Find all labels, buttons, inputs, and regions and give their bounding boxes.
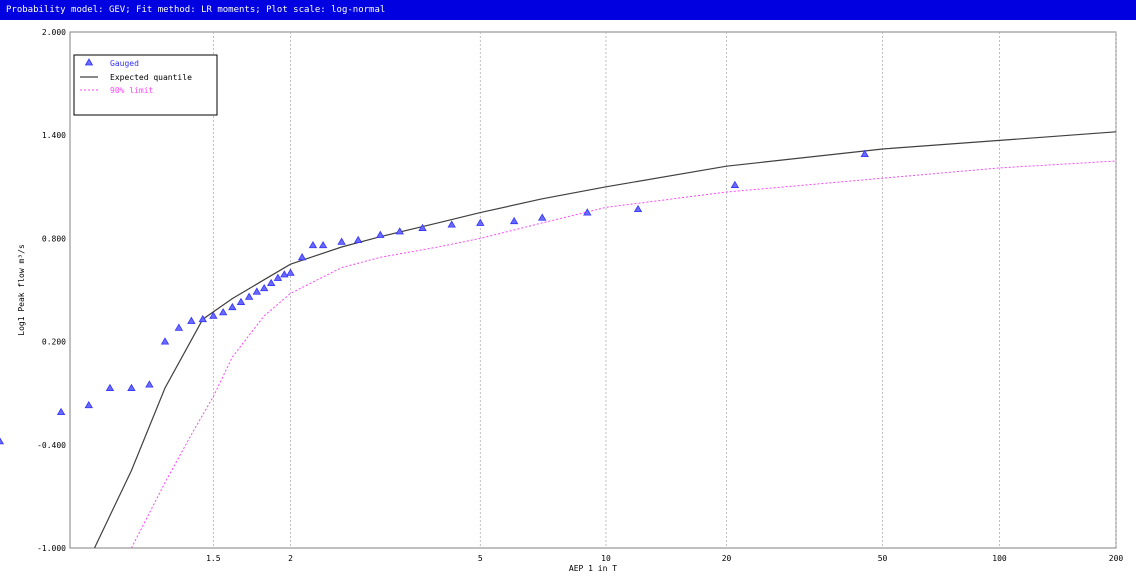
confidence-limit-line [130,160,1117,549]
legend-limit-label: 90% limit [110,86,154,95]
gauged-point-marker [509,216,519,225]
gauged-point-marker [160,337,170,345]
legend-expected-label: Expected quantile [110,73,192,82]
window-title: Probability model: GEV; Fit method: LR m… [6,5,386,15]
gauged-point-marker [297,253,307,261]
x-tick-label: 1.5 [206,554,221,563]
gauged-point-marker [860,149,869,158]
plot-area: -1.000 -0.400 0.200 0.800 1.400 2.000 1.5 2 5 10… [0,20,1136,580]
x-tick-label: 5 [478,554,483,563]
gauged-point-marker [187,316,196,324]
x-tick-label: 100 [992,554,1007,563]
gauged-point-marker [353,235,363,244]
gauged-point-marker [308,240,318,249]
plot-frame [69,31,1117,549]
gauged-point-marker [236,297,246,305]
x-tick-labels: 1.5 2 5 10 20 50 100 200 [206,554,1123,563]
y-tick-label: 1.400 [42,131,66,140]
gauged-point-marker [583,208,592,216]
gauged-point-marker [418,223,427,231]
gauged-point-marker [447,220,456,228]
gauged-point-marker [127,383,136,391]
chart-svg: -1.000 -0.400 0.200 0.800 1.400 2.000 1.5 2 5 10… [0,28,1123,573]
x-axis-label: AEP 1 in T [569,564,617,573]
gauged-point-marker [198,314,207,323]
y-tick-label: 0.800 [42,234,66,243]
gauged-point-marker [228,302,237,311]
gauged-point-marker [395,227,404,235]
gauged-point-marker [84,400,93,409]
x-tick-label: 20 [722,554,732,563]
gauged-point-marker [267,278,276,287]
grid-layer [212,32,1117,548]
x-tick-label: 50 [878,554,888,563]
gauged-point-marker [538,213,547,221]
gauged-point-marker [0,437,5,445]
gauged-point-marker [209,311,218,319]
x-tick-label: 2 [288,554,293,563]
gauged-point-marker [218,308,228,316]
gauged-point-marker [337,237,346,245]
gauged-point-marker [286,268,295,276]
gauged-point-marker [633,204,643,213]
gauged-point-marker [730,180,740,188]
y-tick-label: -1.000 [37,544,66,553]
gauged-point-marker [280,270,289,278]
gauged-point-marker [174,323,184,331]
gauged-point-marker [273,273,283,281]
legend-gauged-marker-icon [84,58,94,66]
x-tick-label: 10 [601,554,611,563]
y-tick-labels: -1.000 -0.400 0.200 0.800 1.400 2.000 [37,28,66,553]
y-tick-label: 2.000 [42,28,66,37]
gauged-point-marker [376,230,385,238]
y-tick-label: -0.400 [37,441,66,450]
gauged-point-marker [105,383,115,391]
gauged-point-marker [476,218,485,226]
marker-layer [0,149,869,445]
window-title-bar: Probability model: GEV; Fit method: LR m… [0,0,1136,20]
gauged-point-marker [56,407,66,416]
gauged-point-marker [259,283,269,292]
gauged-point-marker [252,287,262,295]
y-axis-label: Log1 Peak flow m³/s [17,244,26,336]
gauged-point-marker [244,292,254,300]
y-tick-label: 0.200 [42,338,66,347]
gauged-point-marker [318,240,328,249]
legend: Gauged Expected quantile 90% limit [73,54,218,116]
gauged-point-marker [145,380,154,388]
x-tick-label: 200 [1109,554,1124,563]
legend-box [73,54,218,116]
legend-gauged-label: Gauged [110,59,139,68]
